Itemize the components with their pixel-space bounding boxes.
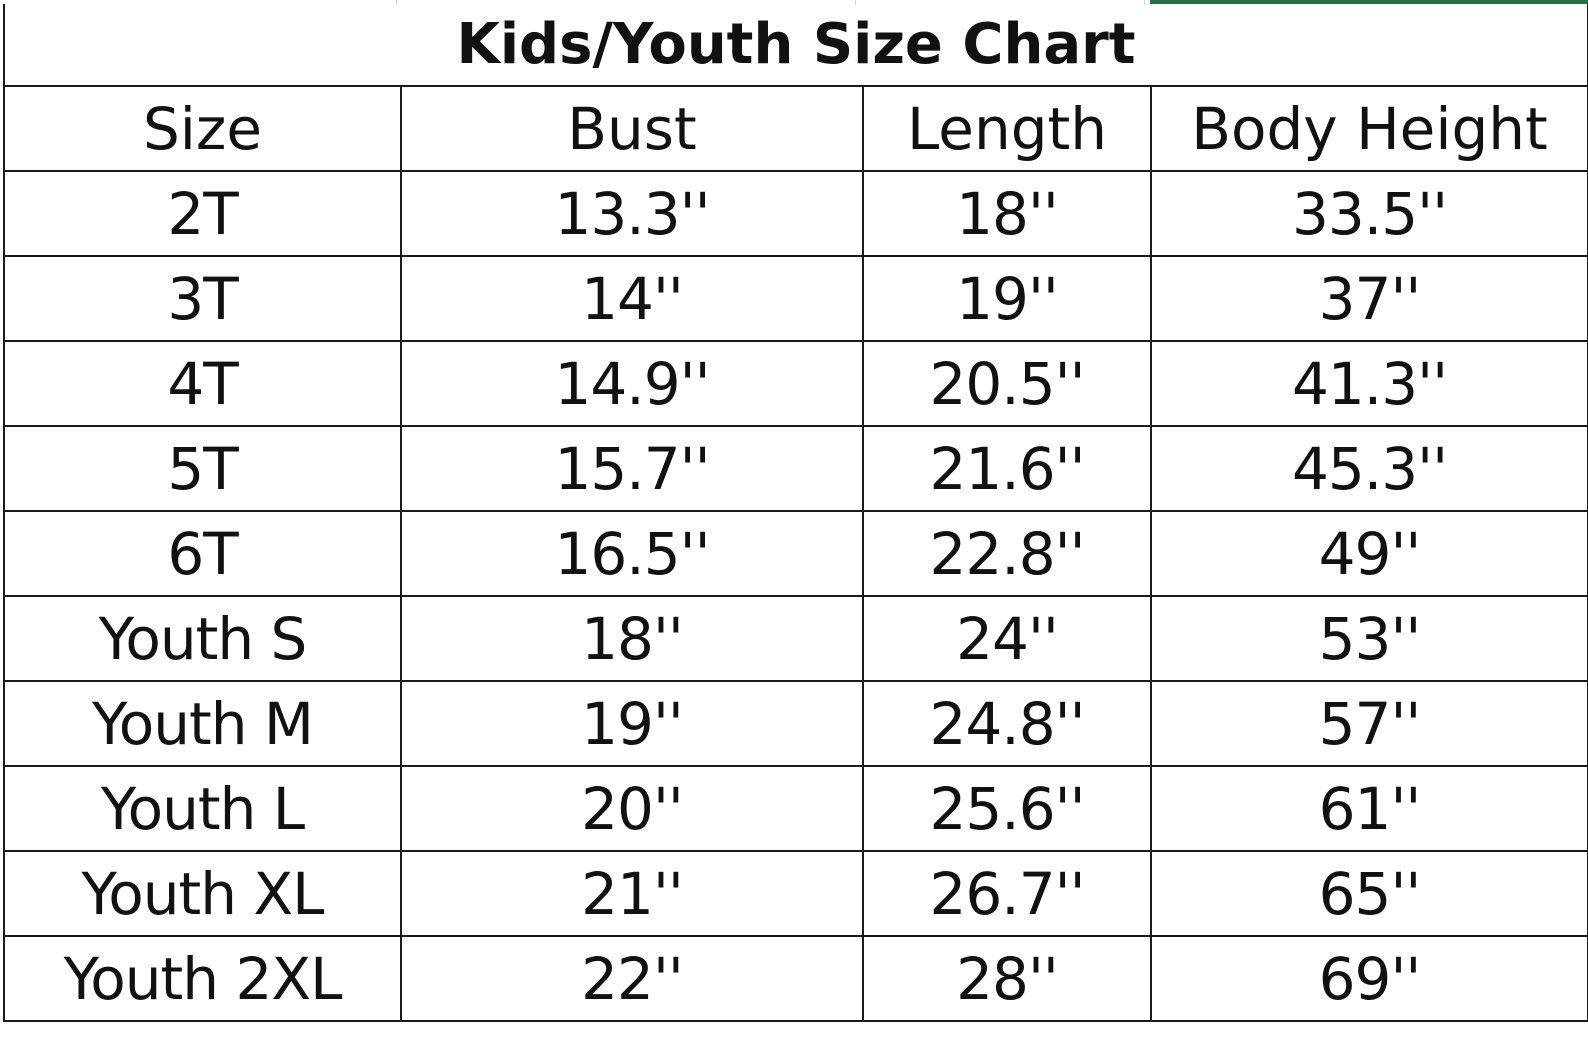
- body-height-cell[interactable]: 45.3'': [1149, 425, 1588, 512]
- table-title[interactable]: Kids/Youth Size Chart: [2, 4, 1588, 87]
- size-cell[interactable]: 2T: [3, 170, 402, 257]
- body-height-cell[interactable]: 53'': [1149, 595, 1588, 682]
- length-cell[interactable]: 18'': [862, 170, 1152, 257]
- size-cell[interactable]: 4T: [3, 340, 402, 427]
- length-cell[interactable]: 24'': [862, 595, 1152, 682]
- size-cell[interactable]: Youth 2XL: [3, 935, 402, 1022]
- length-cell[interactable]: 19'': [862, 255, 1152, 342]
- cell-selection-indicator: [1150, 0, 1588, 4]
- size-chart-table: Kids/Youth Size Chart Size Bust Length B…: [2, 4, 1588, 1022]
- size-cell[interactable]: Youth L: [3, 765, 402, 852]
- header-cell-size[interactable]: Size: [3, 85, 402, 172]
- table-row: Youth S 18'' 24'' 53'': [3, 595, 1588, 682]
- header-cell-body-height[interactable]: Body Height: [1149, 85, 1588, 172]
- table-row: 5T 15.7'' 21.6'' 45.3'': [3, 425, 1588, 512]
- length-cell[interactable]: 20.5'': [862, 340, 1152, 427]
- table-row: Youth L 20'' 25.6'' 61'': [3, 765, 1588, 852]
- title-row: Kids/Youth Size Chart: [2, 4, 1588, 87]
- header-cell-length[interactable]: Length: [862, 85, 1152, 172]
- length-cell[interactable]: 24.8'': [862, 680, 1152, 767]
- previous-row-strip: [0, 0, 1588, 5]
- bust-cell[interactable]: 19'': [400, 680, 864, 767]
- bust-cell[interactable]: 20'': [400, 765, 864, 852]
- table-row: 3T 14'' 19'' 37'': [3, 255, 1588, 342]
- table-row: Youth M 19'' 24.8'' 57'': [3, 680, 1588, 767]
- column-separator: [396, 0, 397, 5]
- bust-cell[interactable]: 13.3'': [400, 170, 864, 257]
- column-separator: [855, 0, 856, 5]
- body-height-cell[interactable]: 33.5'': [1149, 170, 1588, 257]
- body-height-cell[interactable]: 37'': [1149, 255, 1588, 342]
- header-cell-bust[interactable]: Bust: [400, 85, 864, 172]
- table-row: Youth XL 21'' 26.7'' 65'': [3, 850, 1588, 937]
- length-cell[interactable]: 28'': [862, 935, 1152, 1022]
- bust-cell[interactable]: 21'': [400, 850, 864, 937]
- length-cell[interactable]: 25.6'': [862, 765, 1152, 852]
- column-separator: [1144, 0, 1145, 5]
- bust-cell[interactable]: 15.7'': [400, 425, 864, 512]
- size-cell[interactable]: 5T: [3, 425, 402, 512]
- table-row: 4T 14.9'' 20.5'' 41.3'': [3, 340, 1588, 427]
- body-height-cell[interactable]: 65'': [1149, 850, 1588, 937]
- length-cell[interactable]: 21.6'': [862, 425, 1152, 512]
- length-cell[interactable]: 26.7'': [862, 850, 1152, 937]
- size-cell[interactable]: Youth XL: [3, 850, 402, 937]
- table-row: 2T 13.3'' 18'' 33.5'': [3, 170, 1588, 257]
- size-cell[interactable]: 3T: [3, 255, 402, 342]
- table-row: Youth 2XL 22'' 28'' 69'': [3, 935, 1588, 1022]
- bust-cell[interactable]: 16.5'': [400, 510, 864, 597]
- size-cell[interactable]: Youth S: [3, 595, 402, 682]
- bust-cell[interactable]: 22'': [400, 935, 864, 1022]
- body-height-cell[interactable]: 69'': [1149, 935, 1588, 1022]
- bust-cell[interactable]: 14'': [400, 255, 864, 342]
- header-row: Size Bust Length Body Height: [3, 85, 1588, 172]
- length-cell[interactable]: 22.8'': [862, 510, 1152, 597]
- body-height-cell[interactable]: 49'': [1149, 510, 1588, 597]
- body-height-cell[interactable]: 57'': [1149, 680, 1588, 767]
- table-row: 6T 16.5'' 22.8'' 49'': [3, 510, 1588, 597]
- body-height-cell[interactable]: 61'': [1149, 765, 1588, 852]
- size-cell[interactable]: 6T: [3, 510, 402, 597]
- size-cell[interactable]: Youth M: [3, 680, 402, 767]
- body-height-cell[interactable]: 41.3'': [1149, 340, 1588, 427]
- bust-cell[interactable]: 18'': [400, 595, 864, 682]
- bust-cell[interactable]: 14.9'': [400, 340, 864, 427]
